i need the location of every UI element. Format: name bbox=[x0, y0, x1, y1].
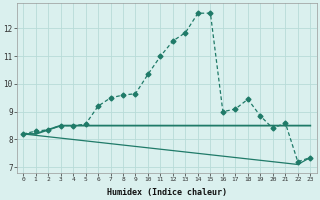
X-axis label: Humidex (Indice chaleur): Humidex (Indice chaleur) bbox=[107, 188, 227, 197]
